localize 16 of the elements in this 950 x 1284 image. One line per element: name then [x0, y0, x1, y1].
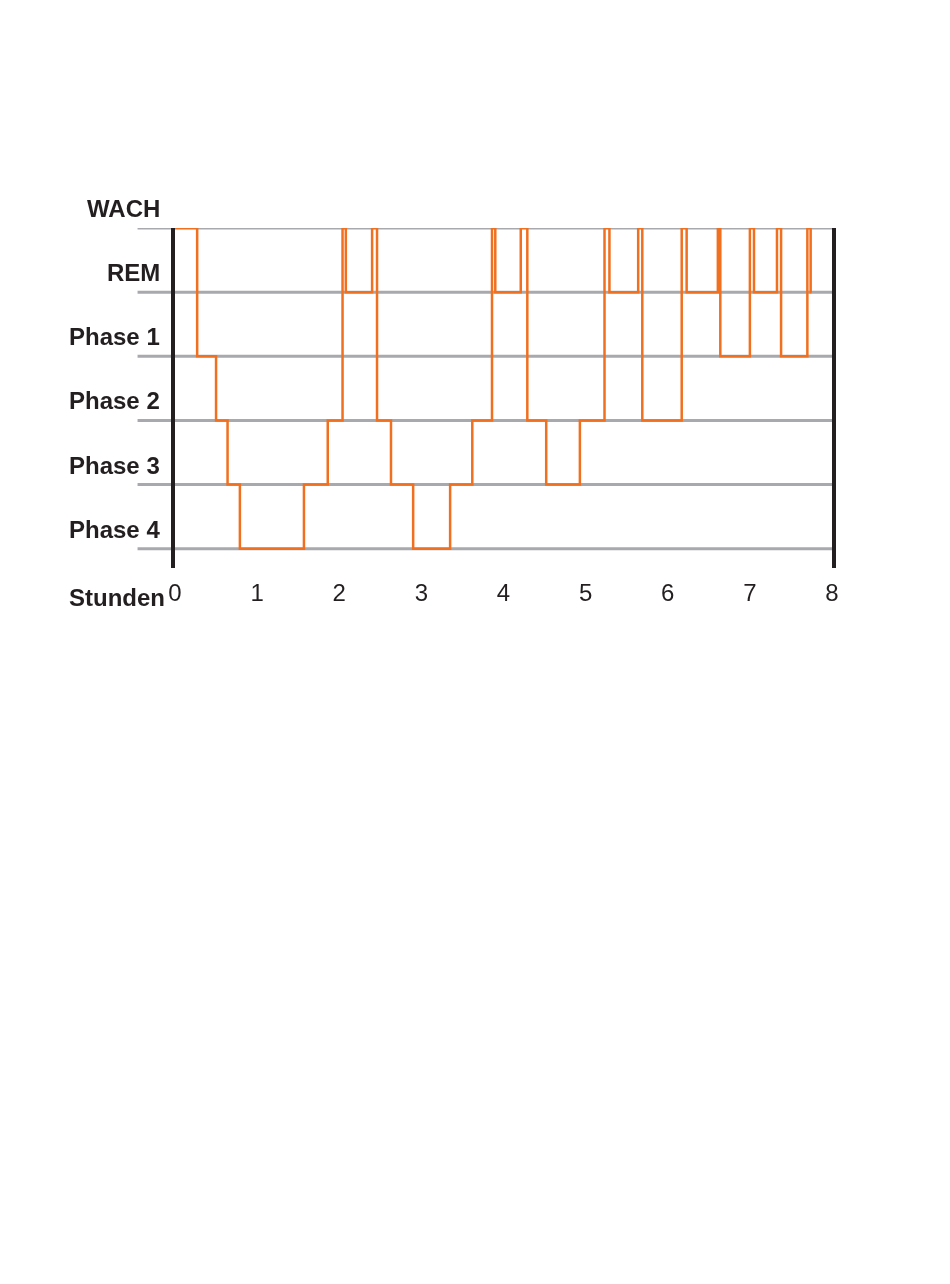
ref-line-label: WACH [87, 195, 161, 222]
x-tick-label: 0 [168, 579, 182, 606]
ref-line-label: REM [107, 259, 161, 286]
ref-line-label: Phase 4 [69, 516, 161, 543]
x-tick-label: 8 [825, 579, 839, 606]
ref-line-label: Phase 2 [69, 387, 160, 414]
ref-line-label: Phase 3 [69, 452, 160, 479]
x-tick-label: 4 [496, 579, 511, 606]
x-tick-label: 3 [414, 579, 429, 606]
x-tick-label: 5 [578, 579, 593, 606]
x-tick-label: 2 [332, 579, 346, 606]
x-tick-label: 6 [661, 579, 675, 606]
x-tick-label: 7 [743, 579, 757, 606]
x-axis-title: Stunden [69, 584, 165, 611]
ref-line-label: Phase 1 [69, 323, 160, 350]
x-tick-label: 1 [250, 579, 264, 606]
